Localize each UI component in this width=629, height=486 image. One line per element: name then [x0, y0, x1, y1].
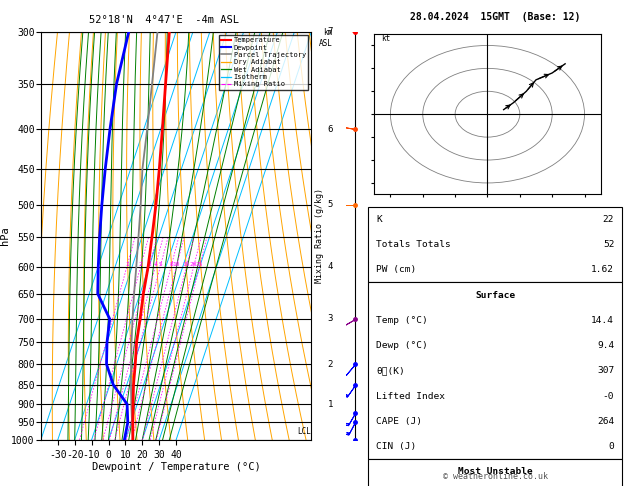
Text: CIN (J): CIN (J) [376, 442, 416, 451]
Text: 14.4: 14.4 [591, 316, 615, 325]
Text: 52°18'N  4°47'E  -4m ASL: 52°18'N 4°47'E -4m ASL [89, 15, 238, 25]
Y-axis label: hPa: hPa [0, 226, 9, 245]
Text: CAPE (J): CAPE (J) [376, 417, 423, 426]
Text: 6: 6 [327, 124, 333, 134]
Text: 1: 1 [125, 261, 129, 267]
Text: 7: 7 [327, 27, 333, 36]
Text: 307: 307 [597, 366, 615, 375]
Text: 8: 8 [169, 261, 173, 267]
Text: 2: 2 [139, 261, 143, 267]
Bar [369, 282, 622, 459]
Text: 4: 4 [153, 261, 157, 267]
Text: -0: -0 [603, 392, 615, 400]
Text: Lifted Index: Lifted Index [376, 392, 445, 400]
Text: 264: 264 [597, 417, 615, 426]
Text: 2: 2 [327, 360, 333, 369]
Text: 25: 25 [196, 261, 203, 267]
Text: 5: 5 [159, 261, 162, 267]
Text: 28.04.2024  15GMT  (Base: 12): 28.04.2024 15GMT (Base: 12) [410, 12, 581, 22]
Text: 1: 1 [327, 399, 333, 409]
Text: 9.4: 9.4 [597, 341, 615, 350]
Text: LCL: LCL [297, 427, 311, 436]
Text: 5: 5 [327, 200, 333, 209]
Text: 4: 4 [327, 262, 333, 271]
Text: 20: 20 [190, 261, 198, 267]
Text: 0: 0 [608, 442, 615, 451]
Text: Temp (°C): Temp (°C) [376, 316, 428, 325]
Legend: Temperature, Dewpoint, Parcel Trajectory, Dry Adiabat, Wet Adiabat, Isotherm, Mi: Temperature, Dewpoint, Parcel Trajectory… [219, 35, 308, 89]
Text: θᴇ(K): θᴇ(K) [376, 366, 405, 375]
Text: 3: 3 [147, 261, 151, 267]
Text: 52: 52 [603, 240, 615, 249]
Text: Most Unstable: Most Unstable [458, 468, 533, 476]
Text: 15: 15 [182, 261, 190, 267]
Text: Surface: Surface [476, 291, 515, 299]
Text: 10: 10 [172, 261, 180, 267]
Text: kt: kt [381, 34, 390, 43]
Text: Totals Totals: Totals Totals [376, 240, 451, 249]
Text: Dewp (°C): Dewp (°C) [376, 341, 428, 350]
Bar [369, 207, 622, 282]
Text: 3: 3 [327, 314, 333, 323]
Text: km
ASL: km ASL [319, 28, 333, 48]
Bar [369, 459, 622, 486]
X-axis label: Dewpoint / Temperature (°C): Dewpoint / Temperature (°C) [92, 462, 260, 472]
Text: K: K [376, 215, 382, 224]
Text: Mixing Ratio (g/kg): Mixing Ratio (g/kg) [314, 188, 324, 283]
Text: PW (cm): PW (cm) [376, 265, 416, 274]
Text: © weatheronline.co.uk: © weatheronline.co.uk [443, 472, 548, 481]
Text: 22: 22 [603, 215, 615, 224]
Text: 1.62: 1.62 [591, 265, 615, 274]
